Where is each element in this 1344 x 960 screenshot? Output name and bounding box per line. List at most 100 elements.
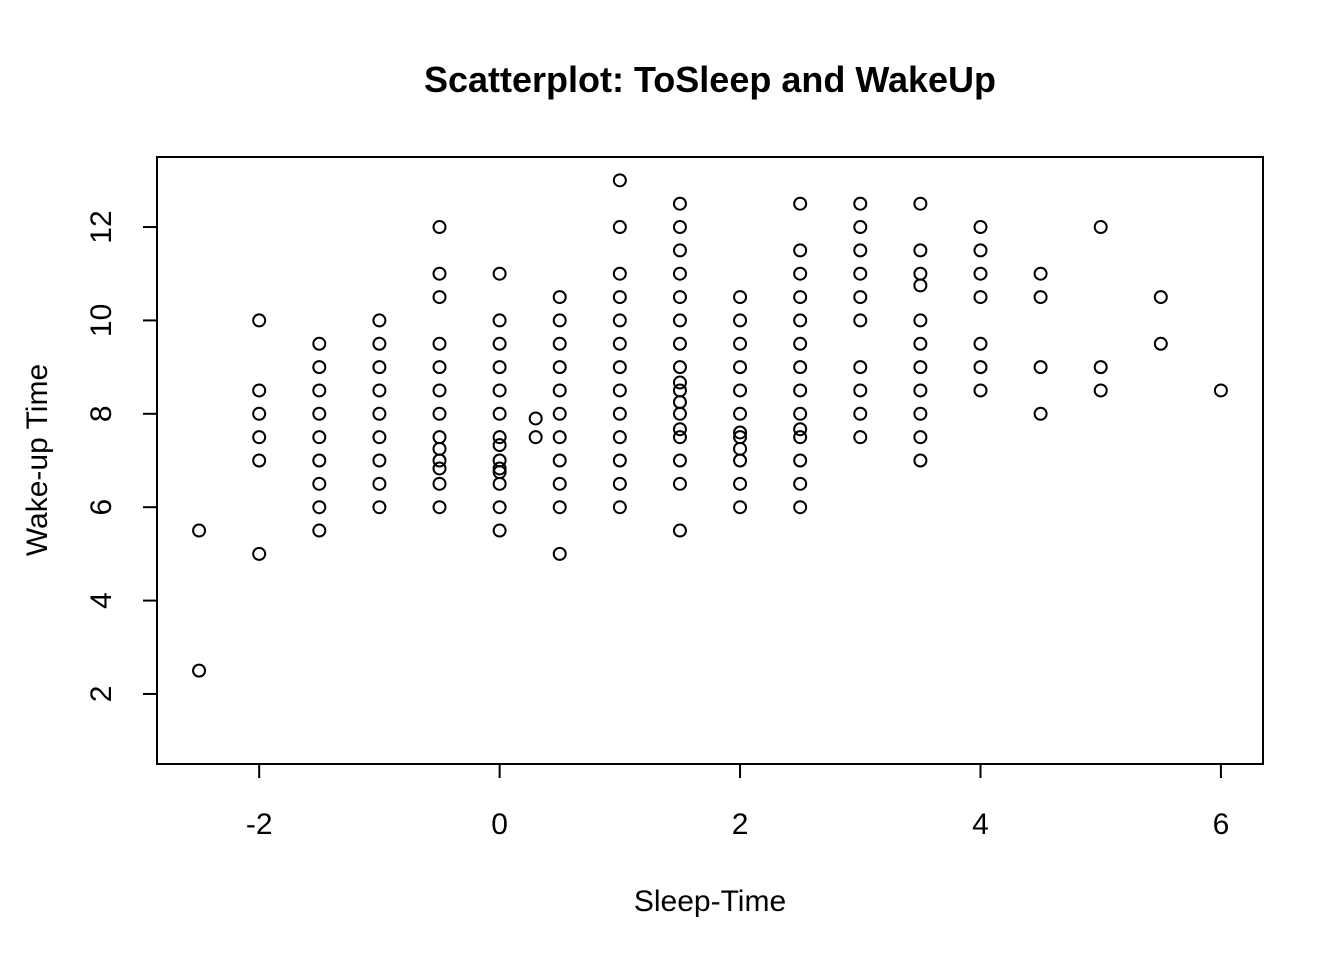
data-point (612, 290, 627, 305)
x-tick-label: 4 (972, 808, 989, 841)
data-point (733, 500, 748, 515)
data-point (793, 360, 808, 375)
data-point (492, 336, 507, 351)
data-point (913, 336, 928, 351)
data-point (733, 313, 748, 328)
data-point (853, 313, 868, 328)
data-point (372, 336, 387, 351)
data-point (973, 360, 988, 375)
data-point (1033, 360, 1048, 375)
y-tick-label: 12 (85, 210, 118, 243)
data-point (672, 523, 687, 538)
data-point (312, 500, 327, 515)
data-point (913, 383, 928, 398)
data-points (192, 173, 1228, 678)
data-point (492, 266, 507, 281)
data-point (432, 453, 447, 468)
data-point (492, 500, 507, 515)
data-point (552, 336, 567, 351)
data-point (672, 453, 687, 468)
data-point (793, 196, 808, 211)
data-point (793, 406, 808, 421)
data-point (913, 196, 928, 211)
y-axis: 2 4 6 8 10 12 (85, 210, 158, 703)
data-point (432, 441, 447, 456)
data-point (492, 523, 507, 538)
data-point (672, 313, 687, 328)
data-point (252, 430, 267, 445)
data-point (192, 523, 207, 538)
x-tick-label: 2 (732, 808, 749, 841)
data-point (552, 546, 567, 561)
data-point (552, 360, 567, 375)
data-point (853, 383, 868, 398)
x-axis: -2 0 2 4 6 (246, 763, 1229, 841)
data-point (853, 243, 868, 258)
data-point (913, 266, 928, 281)
data-point (793, 266, 808, 281)
data-point (913, 360, 928, 375)
data-point (672, 266, 687, 281)
data-point (733, 336, 748, 351)
data-point (733, 476, 748, 491)
data-point (733, 360, 748, 375)
data-point (528, 430, 543, 445)
data-point (432, 290, 447, 305)
data-point (432, 266, 447, 281)
data-point (672, 220, 687, 235)
data-point (312, 383, 327, 398)
data-point (612, 406, 627, 421)
data-point (793, 500, 808, 515)
data-point (252, 546, 267, 561)
data-point (1033, 406, 1048, 421)
data-point (1153, 290, 1168, 305)
data-point (492, 438, 507, 453)
data-point (252, 453, 267, 468)
data-point (913, 243, 928, 258)
data-point (793, 453, 808, 468)
data-point (973, 383, 988, 398)
data-point (552, 290, 567, 305)
data-point (672, 383, 687, 398)
data-point (853, 406, 868, 421)
x-axis-label: Sleep-Time (634, 885, 786, 918)
data-point (913, 453, 928, 468)
data-point (552, 453, 567, 468)
data-point (372, 313, 387, 328)
data-point (552, 500, 567, 515)
data-point (552, 430, 567, 445)
data-point (312, 453, 327, 468)
data-point (252, 406, 267, 421)
data-point (793, 476, 808, 491)
data-point (552, 406, 567, 421)
data-point (913, 278, 928, 293)
data-point (312, 476, 327, 491)
data-point (672, 243, 687, 258)
data-point (492, 313, 507, 328)
data-point (492, 406, 507, 421)
data-point (372, 406, 387, 421)
data-point (432, 383, 447, 398)
data-point (312, 430, 327, 445)
data-point (672, 360, 687, 375)
y-tick-label: 8 (85, 405, 118, 422)
data-point (793, 422, 808, 437)
data-point (1033, 290, 1048, 305)
y-tick-label: 2 (85, 686, 118, 703)
data-point (793, 290, 808, 305)
data-point (733, 453, 748, 468)
data-point (672, 476, 687, 491)
data-point (1093, 220, 1108, 235)
data-point (733, 406, 748, 421)
data-point (432, 500, 447, 515)
data-point (432, 360, 447, 375)
data-point (853, 220, 868, 235)
data-point (793, 313, 808, 328)
data-point (973, 243, 988, 258)
data-point (612, 500, 627, 515)
data-point (252, 383, 267, 398)
data-point (612, 360, 627, 375)
x-tick-label: 0 (491, 808, 508, 841)
data-point (492, 360, 507, 375)
